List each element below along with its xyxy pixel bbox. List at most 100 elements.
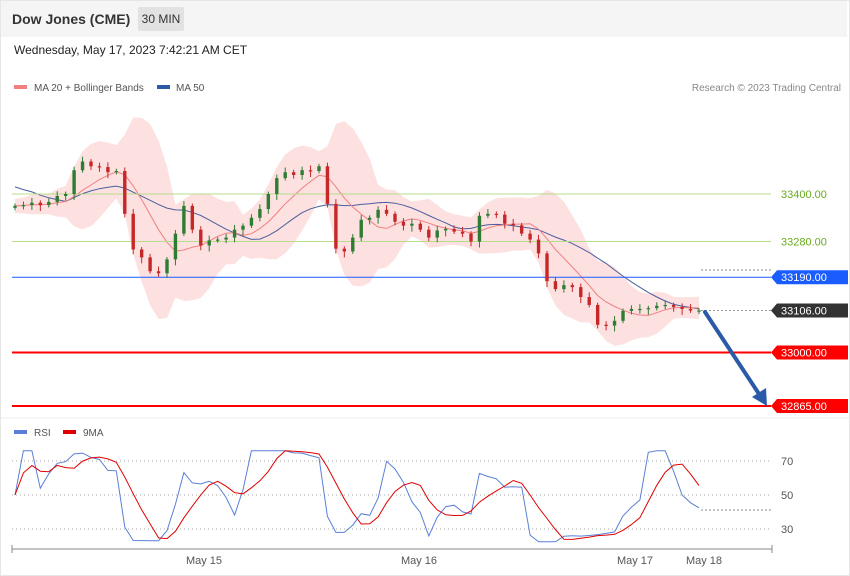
candle-body	[376, 209, 380, 218]
candle-body	[418, 223, 423, 230]
candle-body	[503, 214, 507, 224]
level-tag-32865.00	[771, 399, 848, 413]
level-label-32865.00: 32865.00	[781, 401, 827, 413]
ma20-line	[14, 171, 700, 316]
rsi-9ma-legend-swatch	[63, 430, 76, 434]
x-axis-labels: May 15 May 16 May 17 May 18	[186, 555, 722, 567]
candle-body	[114, 171, 119, 173]
candle-body	[190, 205, 195, 230]
candle-body	[604, 324, 608, 326]
level-label-33106.00: 33106.00	[781, 306, 827, 318]
candle-body	[595, 304, 600, 325]
candle-body	[258, 209, 262, 218]
level-tag-33106.00	[771, 303, 848, 318]
candle-body	[494, 213, 499, 216]
candle-body	[21, 205, 26, 207]
candle-body	[275, 178, 279, 194]
candle-body	[63, 194, 68, 196]
candle-body	[562, 285, 566, 290]
price-levels: 33400.00 33280.00 33190.00 33106.00 33000.00…	[12, 189, 848, 413]
ma20-legend-swatch	[14, 85, 27, 89]
candle-body	[435, 230, 439, 238]
candle-body	[106, 167, 110, 173]
level-tag-33190.00	[771, 270, 848, 285]
rsi-legend: RSI 9MA	[14, 428, 104, 439]
level-label-33190.00: 33190.00	[781, 272, 827, 284]
candle-body	[47, 201, 51, 206]
candle-body	[224, 237, 228, 240]
candle-body	[156, 271, 161, 274]
candle-body	[486, 213, 490, 216]
chart-header: Dow Jones (CME) 30 MIN	[1, 1, 847, 37]
forecast-arrow	[703, 310, 767, 406]
candle-body	[55, 195, 59, 202]
candle-body	[401, 221, 406, 226]
candle-body	[528, 233, 532, 240]
price-legend: MA 20 + Bollinger Bands MA 50	[14, 83, 205, 94]
candle-body	[629, 308, 634, 311]
rsi-level-label-50: 50	[781, 490, 793, 502]
forecast-arrow-shaft	[703, 310, 763, 399]
candle-body	[697, 310, 701, 312]
candle-body	[215, 239, 220, 241]
candle-body	[612, 320, 617, 326]
candle-body	[536, 239, 541, 254]
level-label-33280.00: 33280.00	[781, 237, 827, 249]
level-label-33400.00: 33400.00	[781, 189, 827, 201]
rsi-legend-swatch	[14, 430, 27, 434]
candle-body	[241, 225, 245, 230]
candle-body	[460, 231, 465, 234]
candle-body	[553, 281, 558, 290]
candle-body	[97, 166, 102, 168]
rsi-legend-label: RSI	[34, 428, 51, 439]
candle-body	[232, 229, 237, 238]
copyright-text: Research © 2023 Trading Central	[692, 83, 841, 94]
candle-body	[182, 205, 186, 234]
candle-body	[38, 202, 43, 206]
candle-body	[621, 310, 625, 321]
candle-body	[469, 233, 473, 242]
candle-body	[477, 215, 482, 242]
candle-body	[646, 308, 651, 310]
candle-body	[410, 223, 414, 226]
candle-body	[80, 161, 85, 171]
candle-body	[671, 304, 676, 307]
candle-body	[300, 170, 304, 175]
candle-body	[351, 237, 355, 252]
candle-body	[89, 161, 93, 167]
ma50-legend-swatch	[157, 85, 170, 89]
candle-body	[688, 308, 693, 311]
timeframe-badge[interactable]: 30 MIN	[138, 7, 184, 31]
x-label-may-16: May 16	[401, 555, 437, 567]
candle-body	[638, 308, 642, 311]
candle-body	[334, 203, 338, 249]
instrument-title: Dow Jones (CME)	[12, 11, 131, 27]
candle-body	[308, 170, 313, 172]
level-tag-33000.00	[771, 345, 848, 360]
candle-body	[443, 228, 448, 231]
candle-body	[72, 170, 76, 194]
ma20-legend-label: MA 20 + Bollinger Bands	[34, 83, 144, 94]
candle-body	[384, 209, 389, 214]
candle-body	[427, 229, 431, 238]
rsi-9ma-legend-label: 9MA	[83, 428, 104, 439]
x-label-may-17: May 17	[617, 555, 653, 567]
candle-body	[165, 259, 169, 274]
candle-body	[317, 166, 321, 172]
candle-body	[663, 304, 667, 307]
bollinger-band	[15, 117, 699, 346]
x-label-may-15: May 15	[186, 555, 222, 567]
ma50-legend-label: MA 50	[176, 83, 205, 94]
candle-body	[587, 297, 591, 305]
candle-body	[519, 225, 524, 234]
candle-body	[207, 240, 211, 246]
candle-body	[283, 172, 287, 179]
candle-body	[30, 202, 34, 206]
candle-body	[359, 219, 363, 238]
candle-body	[680, 306, 684, 309]
ma50-line	[14, 185, 700, 310]
forecast-arrow-head	[752, 388, 767, 406]
candle-body	[545, 253, 549, 282]
